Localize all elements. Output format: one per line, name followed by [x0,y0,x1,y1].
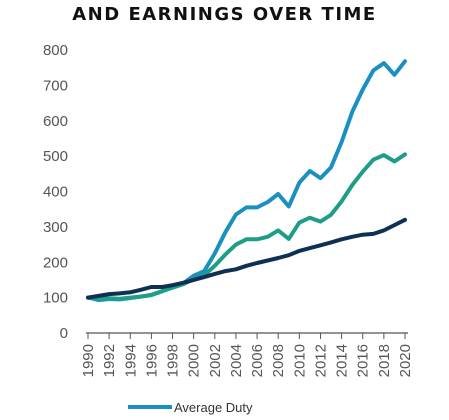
x-tick-label: 1992 [101,344,118,377]
y-tick-label: 700 [43,77,68,94]
x-tick-label: 1994 [122,344,139,377]
chart-title: AND EARNINGS OVER TIME [72,4,377,25]
x-tick-label: 2012 [312,344,329,377]
y-tick-label: 100 [43,290,68,307]
x-tick-label: 2000 [186,344,203,377]
x-tick-label: 2008 [270,344,287,377]
x-tick-label: 2004 [228,344,245,377]
x-tick-label: 1996 [143,344,160,377]
x-tick-label: 2018 [376,344,393,377]
series-line-2 [86,152,407,301]
x-tick-label: 2020 [397,344,414,377]
y-tick-label: 500 [43,148,68,165]
x-tick-label: 2016 [355,344,372,377]
x-tick-label: 2002 [207,344,224,377]
legend-label: Average Duty [174,400,253,415]
x-tick-label: 1990 [80,344,97,377]
y-tick-label: 0 [60,325,68,342]
x-tick-label: 2014 [334,344,351,377]
y-tick-label: 400 [43,184,68,201]
x-tick-label: 2010 [291,344,308,377]
x-tick-label: 1998 [165,344,182,377]
y-tick-label: 600 [43,113,68,130]
series-line-3 [86,217,407,300]
y-tick-label: 800 [43,42,68,59]
y-tick-label: 200 [43,254,68,271]
x-tick-label: 2006 [249,344,266,377]
y-tick-label: 300 [43,219,68,236]
series-lines [86,59,407,303]
legend: Average Duty [128,400,253,415]
